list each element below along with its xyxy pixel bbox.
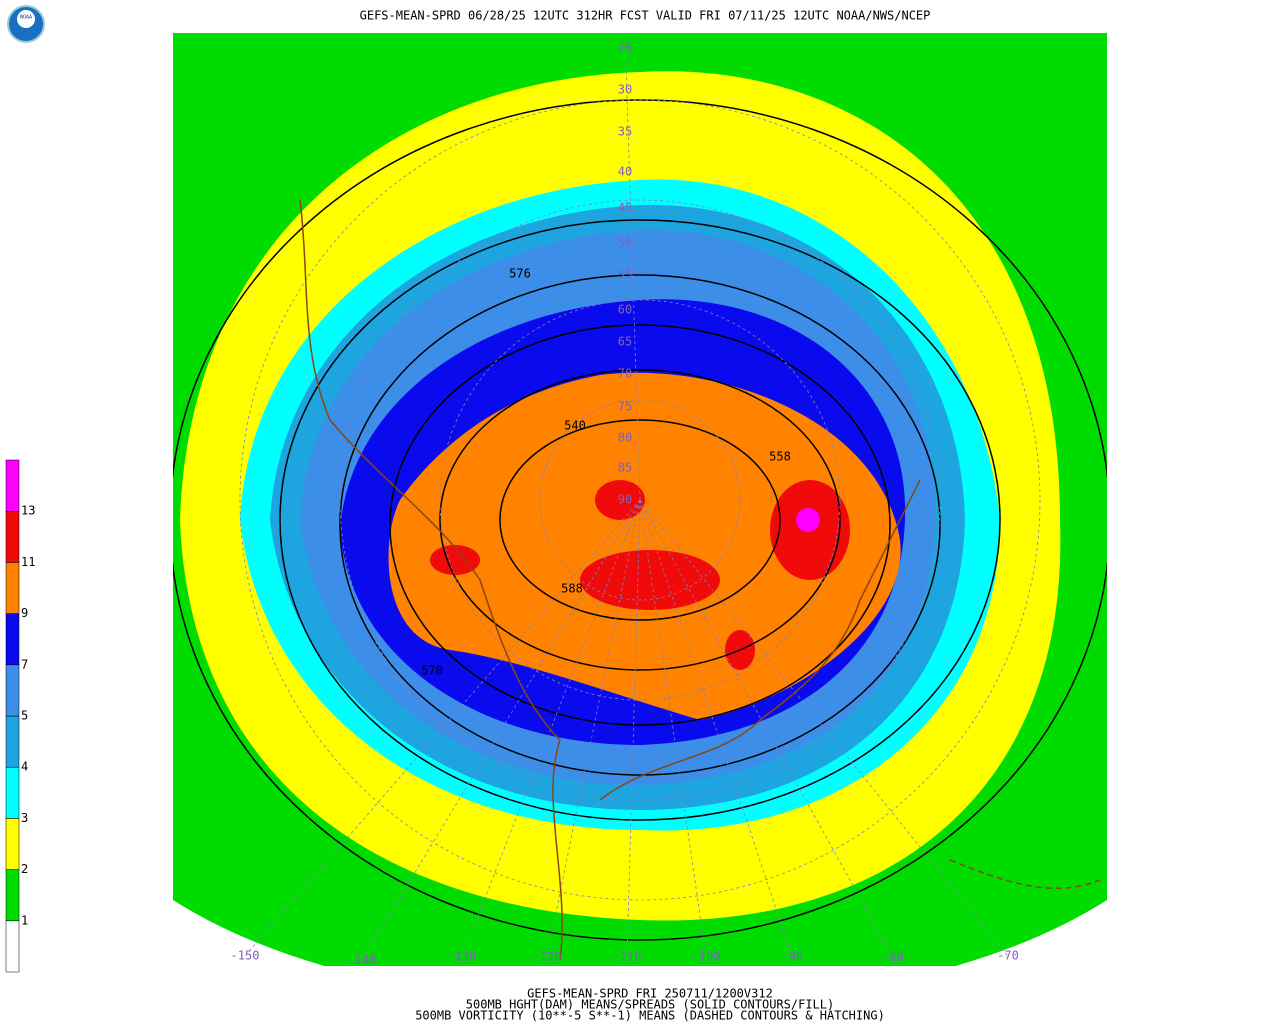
- colorbar-band: [5, 562, 20, 614]
- colorbar-band: [5, 715, 20, 768]
- colorbar: 1 2 3 4 5 7 9 11 13: [5, 459, 35, 973]
- longitude-label: -140: [348, 953, 377, 967]
- longitude-label: -120: [533, 950, 562, 964]
- footer-line: GEFS-MEAN-SPRD FRI 250711/1200V312: [527, 987, 773, 1001]
- latitude-label: 65: [618, 335, 632, 349]
- colorbar-label: 3: [21, 811, 28, 825]
- colorbar-band: [5, 766, 20, 819]
- latitude-label: 75: [618, 400, 632, 414]
- contour-label: 576: [509, 267, 531, 281]
- map-labels: -150 -140 -130 -120 -110 -100 -90 -80 -70 25 30 35 4…: [231, 41, 1019, 967]
- footer-line: 500MB VORTICITY (10**-5 S**-1) MEANS (DA…: [415, 1009, 885, 1023]
- colorbar-label: 1: [21, 913, 28, 927]
- colorbar-band: [5, 459, 20, 512]
- colorbar-band: [5, 869, 20, 922]
- latitude-label: 45: [618, 201, 632, 215]
- latitude-label: 80: [618, 431, 632, 445]
- colorbar-label: 2: [21, 862, 28, 876]
- colorbar-band: [5, 613, 20, 666]
- colorbar-label: 4: [21, 760, 28, 774]
- longitude-label: -90: [781, 950, 803, 964]
- latitude-label: 55: [618, 268, 632, 282]
- longitude-label: -110: [613, 950, 642, 964]
- contour-label: 570: [421, 664, 443, 678]
- contour-label: 588: [561, 582, 583, 596]
- latitude-label: 25: [618, 41, 632, 55]
- longitude-label: -150: [231, 949, 260, 963]
- colorbar-band: [5, 818, 20, 870]
- longitude-label: -130: [448, 950, 477, 964]
- longitude-label: -80: [882, 951, 904, 965]
- contour-label: 540: [564, 419, 586, 433]
- logo-text: NOAA: [20, 15, 32, 21]
- latitude-label: 70: [618, 367, 632, 381]
- latitude-label: 50: [618, 236, 632, 250]
- footer: GEFS-MEAN-SPRD FRI 250711/1200V312500MB …: [415, 987, 885, 1023]
- map: [173, 33, 1107, 966]
- colorbar-band: [5, 664, 20, 717]
- latitude-label: 85: [618, 461, 632, 475]
- title: GEFS-MEAN-SPRD 06/28/25 12UTC 312HR FCST…: [360, 9, 931, 23]
- latitude-label: 40: [618, 165, 632, 179]
- colorbar-label: 11: [21, 555, 35, 569]
- contour-label: 558: [769, 450, 791, 464]
- colorbar-label: 5: [21, 709, 28, 723]
- colorbar-label: 13: [21, 504, 35, 518]
- footer-line: 500MB HGHT(DAM) MEANS/SPREADS (SOLID CON…: [466, 998, 834, 1012]
- longitude-label: -100: [692, 950, 721, 964]
- latitude-label: 35: [618, 125, 632, 139]
- latitude-label: 30: [618, 83, 632, 97]
- latitude-label: 90: [618, 493, 632, 507]
- colorbar-label: 7: [21, 657, 28, 671]
- logo: NOAA: [7, 5, 45, 43]
- latitude-label: 60: [618, 303, 632, 317]
- colorbar-band: [5, 510, 20, 563]
- longitude-label: -70: [997, 949, 1019, 963]
- colorbar-band: [5, 920, 20, 973]
- colorbar-label: 9: [21, 606, 28, 620]
